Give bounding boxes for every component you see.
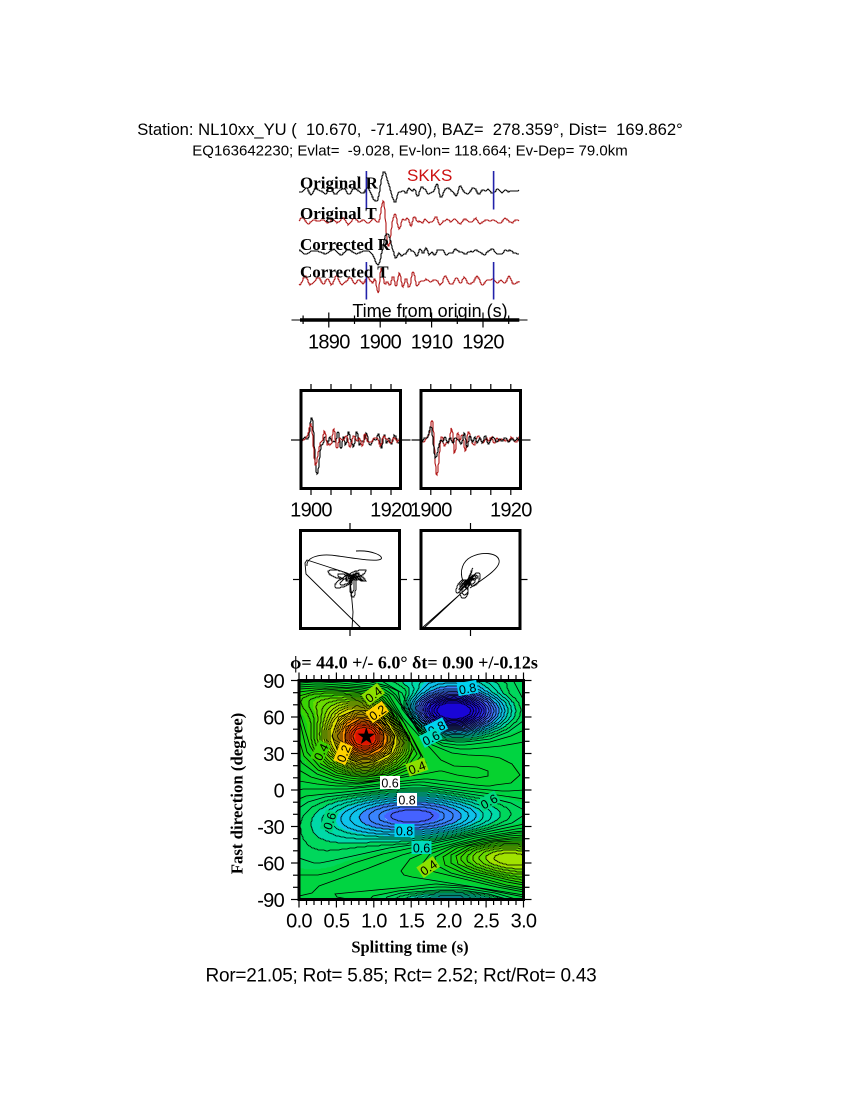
svg-text:-60: -60 bbox=[257, 853, 284, 875]
svg-text:EQ163642230; Evlat= -9.028, E: EQ163642230; Evlat= -9.028, Ev-lon= 118.… bbox=[192, 142, 627, 159]
svg-text:0.8: 0.8 bbox=[398, 794, 415, 808]
svg-text:Station: NL10xx_YU ( 10.670,: Station: NL10xx_YU ( 10.670, -71.490), B… bbox=[137, 120, 683, 139]
svg-text:1.0: 1.0 bbox=[361, 911, 387, 933]
svg-text:1890: 1890 bbox=[308, 332, 350, 354]
svg-text:-90: -90 bbox=[257, 890, 284, 912]
svg-text:1900: 1900 bbox=[359, 332, 401, 354]
svg-text:2.0: 2.0 bbox=[436, 911, 462, 933]
svg-text:0.4: 0.4 bbox=[407, 758, 428, 777]
svg-text:1920: 1920 bbox=[370, 500, 412, 522]
svg-text:3.0: 3.0 bbox=[511, 911, 537, 933]
svg-text:SKKS: SKKS bbox=[407, 166, 452, 185]
svg-text:1920: 1920 bbox=[462, 332, 504, 354]
svg-text:60: 60 bbox=[263, 707, 284, 729]
svg-text:0.5: 0.5 bbox=[324, 911, 350, 933]
svg-text:1900: 1900 bbox=[410, 500, 452, 522]
svg-text:0.6: 0.6 bbox=[321, 811, 340, 832]
svg-text:0.6: 0.6 bbox=[413, 842, 430, 856]
svg-text:0.8: 0.8 bbox=[396, 825, 413, 839]
svg-text:ϕ= 44.0 +/- 6.0° δt= 0.90 +/-0: ϕ= 44.0 +/- 6.0° δt= 0.90 +/-0.12s bbox=[290, 653, 538, 673]
svg-text:0.2: 0.2 bbox=[334, 743, 354, 764]
svg-text:1900: 1900 bbox=[290, 500, 332, 522]
svg-text:Ror=21.05; Rot= 5.85; Rct= 2.5: Ror=21.05; Rot= 5.85; Rct= 2.52; Rct/Rot… bbox=[206, 966, 597, 987]
svg-text:30: 30 bbox=[263, 744, 284, 766]
svg-text:Original T: Original T bbox=[300, 204, 377, 223]
svg-text:-30: -30 bbox=[257, 817, 284, 839]
svg-text:1910: 1910 bbox=[411, 332, 453, 354]
svg-text:1920: 1920 bbox=[490, 500, 532, 522]
svg-text:Splitting time (s): Splitting time (s) bbox=[351, 938, 468, 957]
svg-text:0.0: 0.0 bbox=[286, 911, 312, 933]
svg-text:Corrected T: Corrected T bbox=[300, 263, 389, 282]
svg-text:0: 0 bbox=[274, 780, 285, 802]
svg-text:0.6: 0.6 bbox=[381, 777, 398, 791]
svg-text:Corrected R: Corrected R bbox=[300, 235, 391, 254]
svg-text:1.5: 1.5 bbox=[398, 911, 424, 933]
svg-text:0.8: 0.8 bbox=[458, 681, 478, 698]
svg-text:Fast direction (degree): Fast direction (degree) bbox=[228, 713, 247, 875]
svg-text:Original R: Original R bbox=[300, 174, 379, 193]
svg-text:90: 90 bbox=[263, 671, 284, 693]
svg-text:Time from origin (s): Time from origin (s) bbox=[352, 301, 507, 321]
svg-text:2.5: 2.5 bbox=[473, 911, 499, 933]
